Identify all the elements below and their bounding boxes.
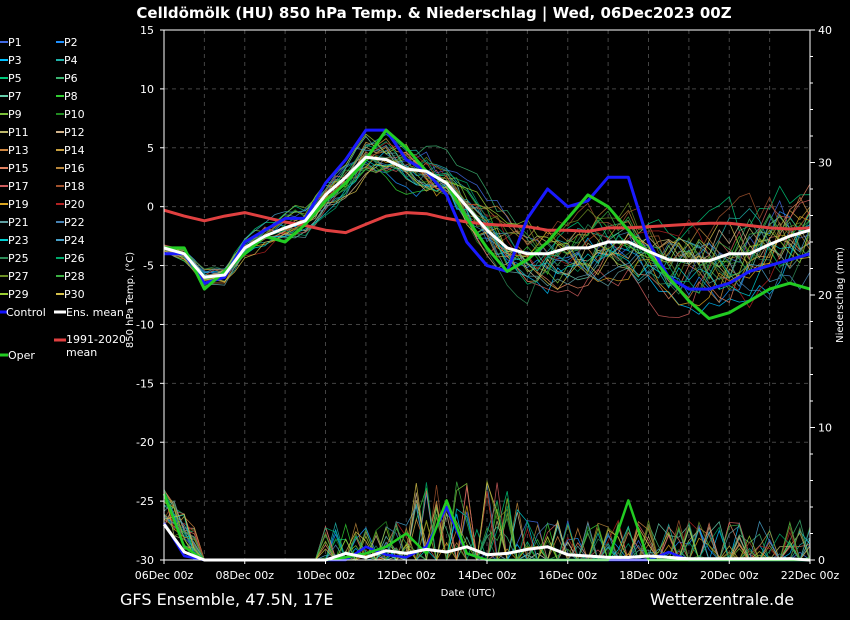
- y-tick-label: 10: [140, 83, 154, 96]
- legend-entry-p20: P20: [64, 198, 85, 211]
- y2-tick-label: 0: [818, 554, 825, 567]
- legend-entry-p22: P22: [64, 216, 85, 229]
- legend-entry-p11: P11: [8, 126, 29, 139]
- series-ens-mean: [163, 155, 811, 279]
- y-tick-label: 5: [147, 142, 154, 155]
- legend-entry-p14: P14: [64, 144, 85, 157]
- x-tick-label: 18Dec 00z: [619, 569, 678, 582]
- legend-entry-p10: P10: [64, 108, 85, 121]
- x-tick-label: 10Dec 00z: [296, 569, 355, 582]
- y2-tick-label: 20: [818, 289, 832, 302]
- x-axis-ticks: 06Dec 00z 08Dec 00z 10Dec 00z 12Dec 00z 14De…: [135, 560, 840, 582]
- x-axis-label: Date (UTC): [441, 588, 496, 599]
- legend-entry-p24: P24: [64, 234, 85, 247]
- legend-entry-p16: P16: [64, 162, 85, 175]
- y2-axis-label: Niederschlag (mm): [835, 247, 846, 343]
- legend-entry-p23: P23: [8, 234, 29, 247]
- y-tick-label: -10: [136, 318, 154, 331]
- y2-tick-label: 10: [818, 422, 832, 435]
- legend-entry-p21: P21: [8, 216, 29, 229]
- series-1991-2020-mean: [163, 208, 811, 235]
- series-oper: [164, 128, 811, 321]
- legend-entry-oper: Oper: [8, 349, 35, 362]
- x-tick-label: 08Dec 00z: [215, 569, 274, 582]
- legend-entry-p9: P9: [8, 108, 22, 121]
- legend-entry-p8: P8: [64, 90, 78, 103]
- x-tick-label: 20Dec 00z: [700, 569, 759, 582]
- legend-entry-p15: P15: [8, 162, 29, 175]
- footer-source: Wetterzentrale.de: [650, 590, 794, 609]
- y-axis-label: 850 hPa Temp. (°C): [125, 252, 136, 348]
- legend-entry-p1: P1: [8, 36, 22, 49]
- x-tick-label: 12Dec 00z: [377, 569, 436, 582]
- member-line-p20: [163, 142, 811, 309]
- x-tick-label: 22Dec 00z: [781, 569, 840, 582]
- legend-entry-p12: P12: [64, 126, 85, 139]
- legend-entry-climate-mean: 1991-2020 mean: [66, 333, 126, 359]
- legend-entry-p5: P5: [8, 72, 22, 85]
- legend-entry-p27: P27: [8, 270, 29, 283]
- y2-axis-ticks: 40 30 20 10 0: [810, 24, 832, 567]
- x-tick-label: 06Dec 00z: [135, 569, 194, 582]
- y-tick-label: -25: [136, 495, 154, 508]
- y-axis-ticks: 15 10 5 0 -5 -10 -15 -20 -25 -30: [136, 24, 164, 567]
- legend-entry-p18: P18: [64, 180, 85, 193]
- legend-entry-p4: P4: [64, 54, 78, 67]
- legend-entry-p3: P3: [8, 54, 22, 67]
- series-control: [164, 128, 811, 291]
- legend-entry-p30: P30: [64, 288, 85, 301]
- legend-entry-p19: P19: [8, 198, 29, 211]
- legend-entry-p28: P28: [64, 270, 85, 283]
- y2-tick-label: 30: [818, 157, 832, 170]
- legend: P1 P2 P3 P4 P5 P6 P7 P8 P9 P10 P11 P12 P13 P14 P15 P16 P…: [0, 36, 126, 362]
- y-tick-label: 15: [140, 24, 154, 37]
- footer-model-info: GFS Ensemble, 47.5N, 17E: [120, 590, 333, 609]
- legend-entry-p13: P13: [8, 144, 29, 157]
- legend-entry-p29: P29: [8, 288, 29, 301]
- legend-entry-p6: P6: [64, 72, 78, 85]
- legend-entry-p17: P17: [8, 180, 29, 193]
- y-tick-label: 0: [147, 201, 154, 214]
- x-tick-label: 14Dec 00z: [458, 569, 517, 582]
- grid: [163, 29, 811, 561]
- legend-entry-control: Control: [6, 306, 46, 319]
- legend-entry-p2: P2: [64, 36, 78, 49]
- legend-entry-p7: P7: [8, 90, 22, 103]
- y-tick-label: -15: [136, 377, 154, 390]
- y-tick-label: -20: [136, 436, 154, 449]
- legend-entry-p25: P25: [8, 252, 29, 265]
- legend-entry-ens-mean: Ens. mean: [66, 306, 124, 319]
- y-tick-label: -5: [143, 260, 154, 273]
- x-tick-label: 16Dec 00z: [538, 569, 597, 582]
- chart-title: Celldömölk (HU) 850 hPa Temp. & Niedersc…: [136, 4, 731, 23]
- y2-tick-label: 40: [818, 24, 832, 37]
- legend-entry-p26: P26: [64, 252, 85, 265]
- y-tick-label: -30: [136, 554, 154, 567]
